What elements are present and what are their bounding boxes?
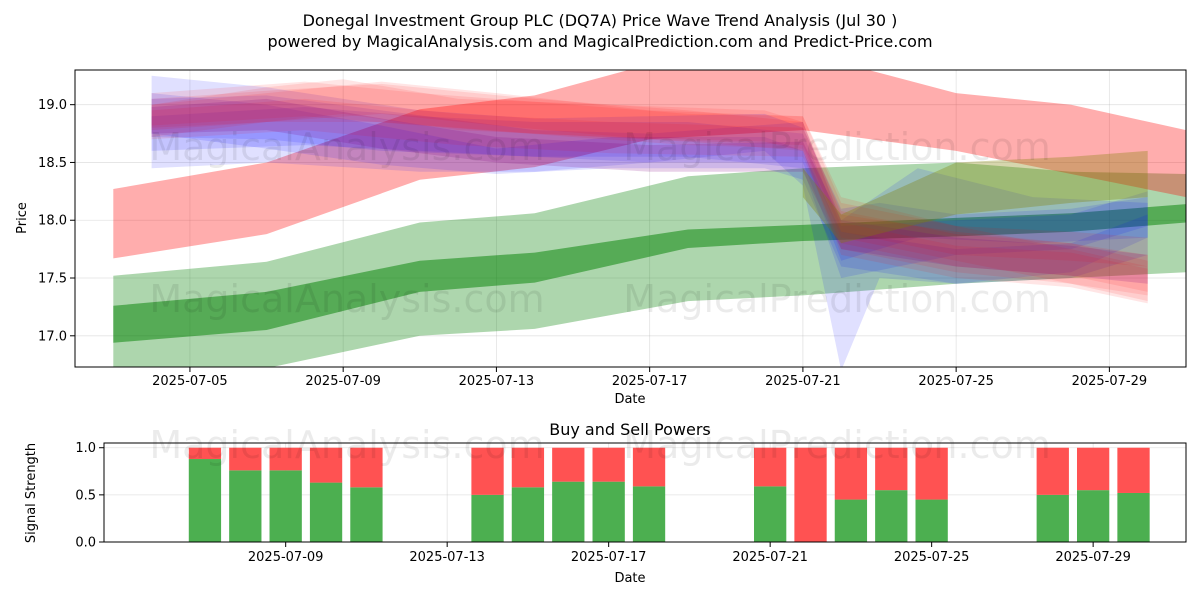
sell-bar	[1117, 447, 1150, 493]
price-y-axis-label: Price	[15, 202, 30, 234]
watermark-analysis-mid: MagicalAnalysis.com	[149, 277, 544, 321]
wave-band-blue-band-2	[151, 95, 1148, 261]
sell-bar	[309, 447, 343, 483]
buy-bar	[309, 482, 343, 542]
buy-bar	[915, 499, 948, 542]
buy-bar	[511, 487, 545, 542]
signal-bars	[188, 447, 1150, 542]
chart-title-line1: Donegal Investment Group PLC (DQ7A) Pric…	[303, 11, 898, 30]
sell-bar	[632, 447, 666, 487]
wave-band-blue-band-3	[151, 93, 1148, 284]
price-x-axis-label: Date	[614, 392, 645, 407]
wave-band-olive-band	[802, 150, 1148, 244]
signal-y-tick-label: 0.0	[75, 536, 96, 551]
watermark-analysis-bottom: MagicalAnalysis.com	[149, 423, 544, 467]
price-y-tick-label: 17.0	[38, 329, 67, 344]
wave-band-red-band-1	[151, 83, 1148, 296]
price-x-tick-label: 2025-07-21	[765, 374, 841, 389]
signal-plot-frame	[103, 442, 1187, 543]
wave-band-red-band-2	[151, 81, 1148, 302]
buy-bar	[1117, 492, 1150, 542]
buy-bar	[834, 499, 868, 542]
sell-bar	[834, 447, 868, 500]
sell-bar	[754, 447, 787, 487]
watermark-prediction-top: MagicalPrediction.com	[623, 125, 1051, 169]
signal-x-tick-label: 2025-07-29	[1055, 550, 1131, 565]
buy-bar	[188, 459, 222, 542]
price-x-tick-label: 2025-07-17	[612, 374, 688, 389]
wave-band-red-band-4	[151, 98, 1148, 292]
price-y-tick-label: 17.5	[38, 272, 67, 287]
buy-bar	[754, 486, 787, 542]
price-y-tick-label: 18.0	[38, 214, 67, 229]
watermark-prediction-bottom: MagicalPrediction.com	[623, 423, 1051, 467]
price-plot-frame	[74, 69, 1187, 368]
price-x-tick-label: 2025-07-05	[152, 374, 228, 389]
wave-band-red-band-5	[151, 81, 1148, 267]
price-wave-bands	[113, 70, 1186, 367]
sell-bar	[875, 447, 908, 491]
signal-x-tick-label: 2025-07-13	[409, 550, 485, 565]
price-x-tick-label: 2025-07-29	[1072, 374, 1148, 389]
wave-band-blue-band-1	[151, 75, 1148, 367]
sell-bar	[1036, 447, 1069, 495]
wave-band-red-wide-band	[113, 70, 1186, 259]
buy-bar	[875, 490, 908, 542]
buy-bar	[350, 487, 383, 542]
sell-bar	[552, 447, 585, 482]
signal-y-ticks: 0.0 0.5 1.0	[75, 441, 104, 551]
buy-bar	[229, 470, 262, 542]
price-y-tick-label: 19.0	[38, 98, 67, 113]
price-x-tick-label: 2025-07-13	[459, 374, 535, 389]
sell-bar	[794, 447, 827, 542]
sell-bar	[915, 447, 948, 500]
buy-bar	[471, 494, 504, 542]
sell-bar	[511, 447, 545, 488]
price-x-tick-label: 2025-07-25	[918, 374, 994, 389]
buy-bar	[632, 486, 666, 542]
signal-y-tick-label: 1.0	[75, 441, 96, 456]
signal-y-axis-label: Signal Strength	[24, 443, 39, 543]
buy-bar	[269, 470, 302, 542]
sell-bar	[471, 447, 504, 495]
buy-bar	[1076, 490, 1110, 542]
price-x-tick-label: 2025-07-09	[305, 374, 381, 389]
signal-x-axis-label: Date	[614, 571, 645, 586]
sell-bar	[188, 447, 222, 460]
wave-band-purple-band	[151, 98, 1148, 284]
signal-x-ticks: 2025-07-09 2025-07-13 2025-07-17 2025-07-21…	[248, 542, 1131, 565]
sell-bar	[269, 447, 302, 471]
sell-bar	[229, 447, 262, 471]
wave-band-red-band-3	[151, 79, 1148, 304]
wave-band-blue-band-4	[151, 107, 1148, 278]
signal-y-tick-label: 0.5	[75, 488, 96, 503]
watermark-prediction-mid: MagicalPrediction.com	[623, 277, 1051, 321]
wave-band-green-core	[113, 204, 1186, 343]
buy-bar	[552, 481, 585, 542]
buy-bar	[1036, 494, 1069, 542]
price-y-tick-label: 18.5	[38, 156, 67, 171]
chart-title-line2: powered by MagicalAnalysis.com and Magic…	[267, 32, 932, 51]
wave-band-green-wide-band	[113, 162, 1186, 367]
buy-bar	[592, 481, 625, 542]
signal-x-tick-label: 2025-07-25	[894, 550, 970, 565]
signal-chart: Buy and Sell Powers MagicalAnalysis.com …	[24, 420, 1187, 586]
price-chart: MagicalAnalysis.com MagicalPrediction.co…	[15, 69, 1187, 407]
signal-x-tick-label: 2025-07-09	[248, 550, 324, 565]
signal-x-tick-label: 2025-07-21	[732, 550, 808, 565]
price-x-ticks: 2025-07-05 2025-07-09 2025-07-13 2025-07-17…	[152, 367, 1147, 389]
sell-bar	[1076, 447, 1110, 491]
price-y-ticks: 17.0 17.5 18.0 18.5 19.0	[38, 98, 75, 344]
sell-bar	[350, 447, 383, 488]
signal-x-tick-label: 2025-07-17	[571, 550, 647, 565]
sell-bar	[592, 447, 625, 482]
watermark-analysis-top: MagicalAnalysis.com	[149, 125, 544, 169]
signal-chart-title: Buy and Sell Powers	[549, 420, 711, 439]
